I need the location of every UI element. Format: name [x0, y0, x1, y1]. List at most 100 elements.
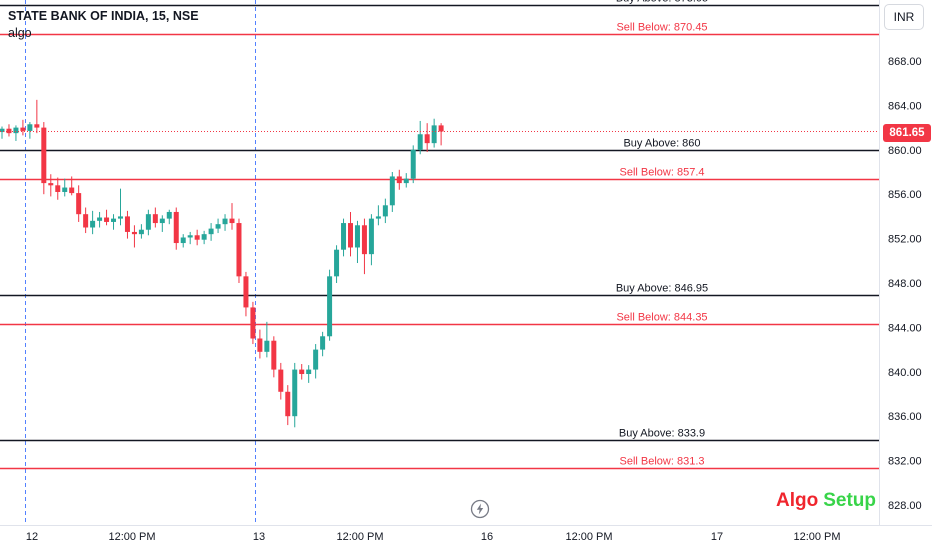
candle [264, 321, 270, 358]
symbol-title[interactable]: STATE BANK OF INDIA, 15, NSE [8, 9, 199, 23]
candle-body [69, 187, 75, 194]
candle [348, 211, 353, 257]
candle [354, 220, 360, 264]
candle [173, 207, 179, 250]
candle-body [334, 249, 340, 277]
candle [417, 120, 423, 155]
candle-body [368, 218, 374, 255]
buy-level-label: Buy Above: 860 [623, 138, 700, 150]
candle [396, 169, 402, 190]
candle [13, 125, 19, 141]
candle-body [166, 211, 172, 219]
brand-watermark: Algo Setup [776, 490, 876, 512]
candle [131, 225, 137, 248]
candle [250, 301, 256, 345]
session-markers [25, 0, 256, 525]
time-tick-label: 12:00 PM [565, 531, 612, 543]
candle [117, 188, 123, 226]
candle-body [229, 218, 235, 224]
candle-body [111, 218, 117, 222]
price-tick-label: 848.00 [888, 278, 922, 290]
candle [222, 214, 228, 231]
candle [424, 123, 430, 153]
buy-level-label: Buy Above: 833.9 [619, 428, 705, 440]
candle [257, 329, 263, 359]
candle [208, 223, 214, 241]
candle [431, 118, 437, 148]
candle [48, 174, 54, 197]
price-tick-label: 868.00 [888, 56, 922, 68]
sell-level-label: Sell Below: 831.3 [620, 456, 705, 468]
candle-body [389, 176, 395, 206]
candle-body [354, 225, 360, 248]
candle [145, 209, 151, 236]
candle-body [403, 178, 409, 184]
candle-body [278, 369, 284, 392]
candle-body [424, 134, 430, 144]
candle-body [97, 217, 103, 221]
price-axis[interactable]: 828.00 832.00 836.00 840.00 844.00 848.00 852.… [888, 56, 922, 512]
candle-body [264, 340, 270, 352]
candle-body [348, 223, 353, 248]
levels: Buy Above: 873.05 Sell Below: 870.45 Buy A… [0, 0, 879, 470]
candle-body [341, 223, 347, 250]
candle [62, 178, 68, 197]
candle-body [194, 235, 200, 240]
candle-body [250, 307, 256, 339]
candle-body [396, 176, 402, 184]
candle [285, 385, 291, 426]
candle [382, 198, 388, 224]
candle-body [417, 134, 423, 150]
candle [138, 224, 144, 239]
indicator-name[interactable]: algo [8, 26, 32, 40]
candle-body [320, 336, 326, 350]
candle [375, 205, 381, 226]
candle-body [138, 229, 144, 235]
price-tick-label: 844.00 [888, 322, 922, 334]
sell-level-label: Sell Below: 844.35 [616, 312, 707, 324]
price-tick-label: 836.00 [888, 411, 922, 423]
candle [299, 364, 305, 380]
buy-level-label: Buy Above: 846.95 [616, 283, 708, 295]
candle [69, 176, 75, 196]
candle-body [83, 214, 89, 228]
lightning-icon[interactable] [470, 499, 490, 519]
price-tick-label: 864.00 [888, 100, 922, 112]
candle [278, 362, 284, 400]
candle [97, 211, 103, 228]
buy-level-label: Buy Above: 873.05 [616, 0, 708, 5]
candle [341, 218, 347, 257]
candle-body [236, 223, 242, 277]
price-tick-label: 832.00 [888, 456, 922, 468]
candle-body [257, 338, 263, 352]
candle-body [34, 124, 40, 128]
candle-body [299, 369, 305, 375]
candle [76, 185, 82, 222]
grid [0, 0, 932, 526]
candle-body [208, 228, 214, 235]
time-axis[interactable]: 12 12:00 PM 13 12:00 PM 16 12:00 PM 17 12:00 PM [26, 531, 841, 543]
candle [187, 231, 193, 245]
candle [152, 207, 158, 228]
candle-body [410, 149, 416, 179]
candle [320, 331, 326, 357]
candle-body [152, 214, 158, 224]
candle-body [117, 216, 123, 219]
candle-body [124, 216, 130, 232]
brand-part-1: Algo [776, 490, 819, 511]
candle [410, 145, 416, 184]
currency-button[interactable]: INR [884, 4, 924, 30]
candle [403, 173, 409, 188]
candle-body [13, 127, 19, 134]
candle-body [131, 231, 137, 235]
candle-body [222, 218, 228, 225]
price-tick-label: 860.00 [888, 145, 922, 157]
candles [0, 99, 444, 428]
candle [438, 123, 444, 146]
candle-body [76, 193, 82, 215]
candle-body [243, 276, 249, 308]
candle [334, 245, 340, 283]
candle [41, 122, 47, 195]
